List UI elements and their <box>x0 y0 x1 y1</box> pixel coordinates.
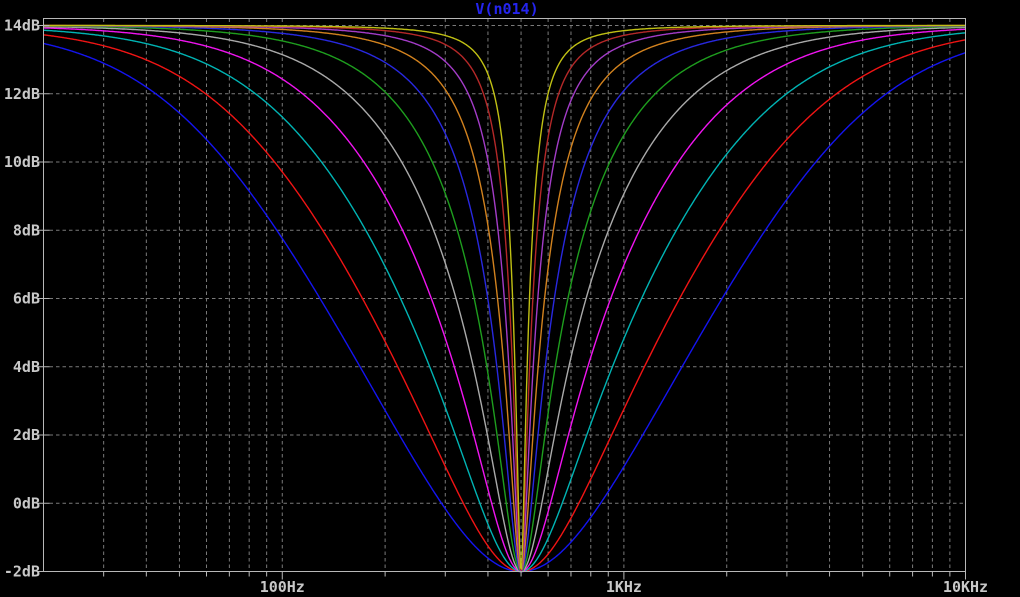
trace-step-1[interactable] <box>43 42 966 573</box>
y-axis-label: 12dB <box>4 85 40 103</box>
y-axis-label: 14dB <box>4 17 40 35</box>
y-axis-labels: 14dB 12dB 10dB 8dB 6dB 4dB 2dB 0dB -2dB <box>4 17 40 581</box>
plot-title: V(n014) <box>475 0 538 18</box>
x-axis-label: 1KHz <box>606 578 642 596</box>
x-axis-labels: 100Hz 1KHz 10KHz <box>260 578 988 596</box>
traces <box>43 24 966 573</box>
x-axis-label: 10KHz <box>943 578 988 596</box>
y-axis-label: 0dB <box>13 494 40 512</box>
y-axis-label: 10dB <box>4 153 40 171</box>
trace-step-2[interactable] <box>43 34 966 573</box>
trace-step-7[interactable] <box>43 25 966 572</box>
plot-border <box>43 18 966 572</box>
x-axis-label: 100Hz <box>260 578 305 596</box>
axis-ticks <box>37 25 966 580</box>
trace-step-6[interactable] <box>43 25 966 573</box>
trace-step-5[interactable] <box>43 26 966 573</box>
y-axis-label: 8dB <box>13 221 40 239</box>
y-axis-label: 4dB <box>13 358 40 376</box>
trace-step-4[interactable] <box>43 27 966 573</box>
trace-step-3[interactable] <box>43 29 966 573</box>
trace-step-11[interactable] <box>43 24 966 570</box>
y-axis-label: -2dB <box>4 563 40 581</box>
y-axis-label: 2dB <box>13 426 40 444</box>
y-axis-label: 6dB <box>13 290 40 308</box>
